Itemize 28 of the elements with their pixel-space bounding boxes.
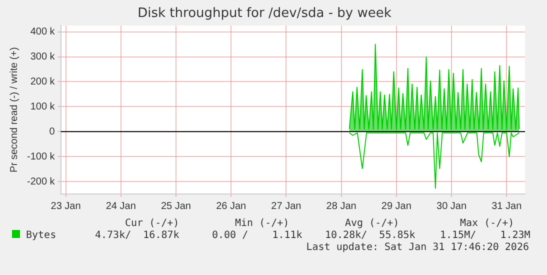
text: Cur (-/+) [125, 218, 180, 229]
x-tick-label: 26 Jan [216, 200, 246, 212]
y-tick-label: 300 k [30, 52, 56, 63]
y-axis-title: Pr second read (-) / write (+) [8, 47, 20, 172]
text: Avg (-/+) [345, 218, 400, 229]
text: 4.73k/ 16.87k [95, 230, 180, 241]
x-tick-label: 24 Jan [106, 200, 136, 212]
text: 1.15M/ 1.23M [440, 230, 530, 241]
text: Max (-/+) [460, 218, 514, 229]
legend-label: Bytes [25, 230, 56, 241]
x-tick-label: 31 Jan [492, 200, 522, 212]
x-tick-label: 29 Jan [381, 200, 412, 212]
y-tick-label: 100 k [30, 101, 56, 112]
text: 0.00 / 1.11k [212, 230, 302, 241]
text: Last update: Sat Jan 31 17:46:20 2026 [306, 242, 529, 253]
text: 10.28k/ 55.85k [325, 230, 416, 241]
y-tick-label: -100 k [26, 151, 56, 162]
x-tick-label: 27 Jan [271, 200, 302, 212]
x-tick-label: 30 Jan [436, 200, 467, 212]
y-tick-label: 0 [49, 126, 56, 138]
x-tick-label: 28 Jan [326, 200, 356, 212]
y-tick-label: -200 k [26, 176, 56, 188]
text: Min (-/+) [235, 218, 290, 229]
chart-title: Disk throughput for /dev/sda - by week [138, 6, 392, 22]
x-tick-label: 23 Jan [50, 200, 81, 212]
y-tick-label: 400 k [30, 26, 56, 38]
y-tick-label: 200 k [30, 76, 56, 88]
x-tick-label: 25 Jan [160, 200, 191, 212]
